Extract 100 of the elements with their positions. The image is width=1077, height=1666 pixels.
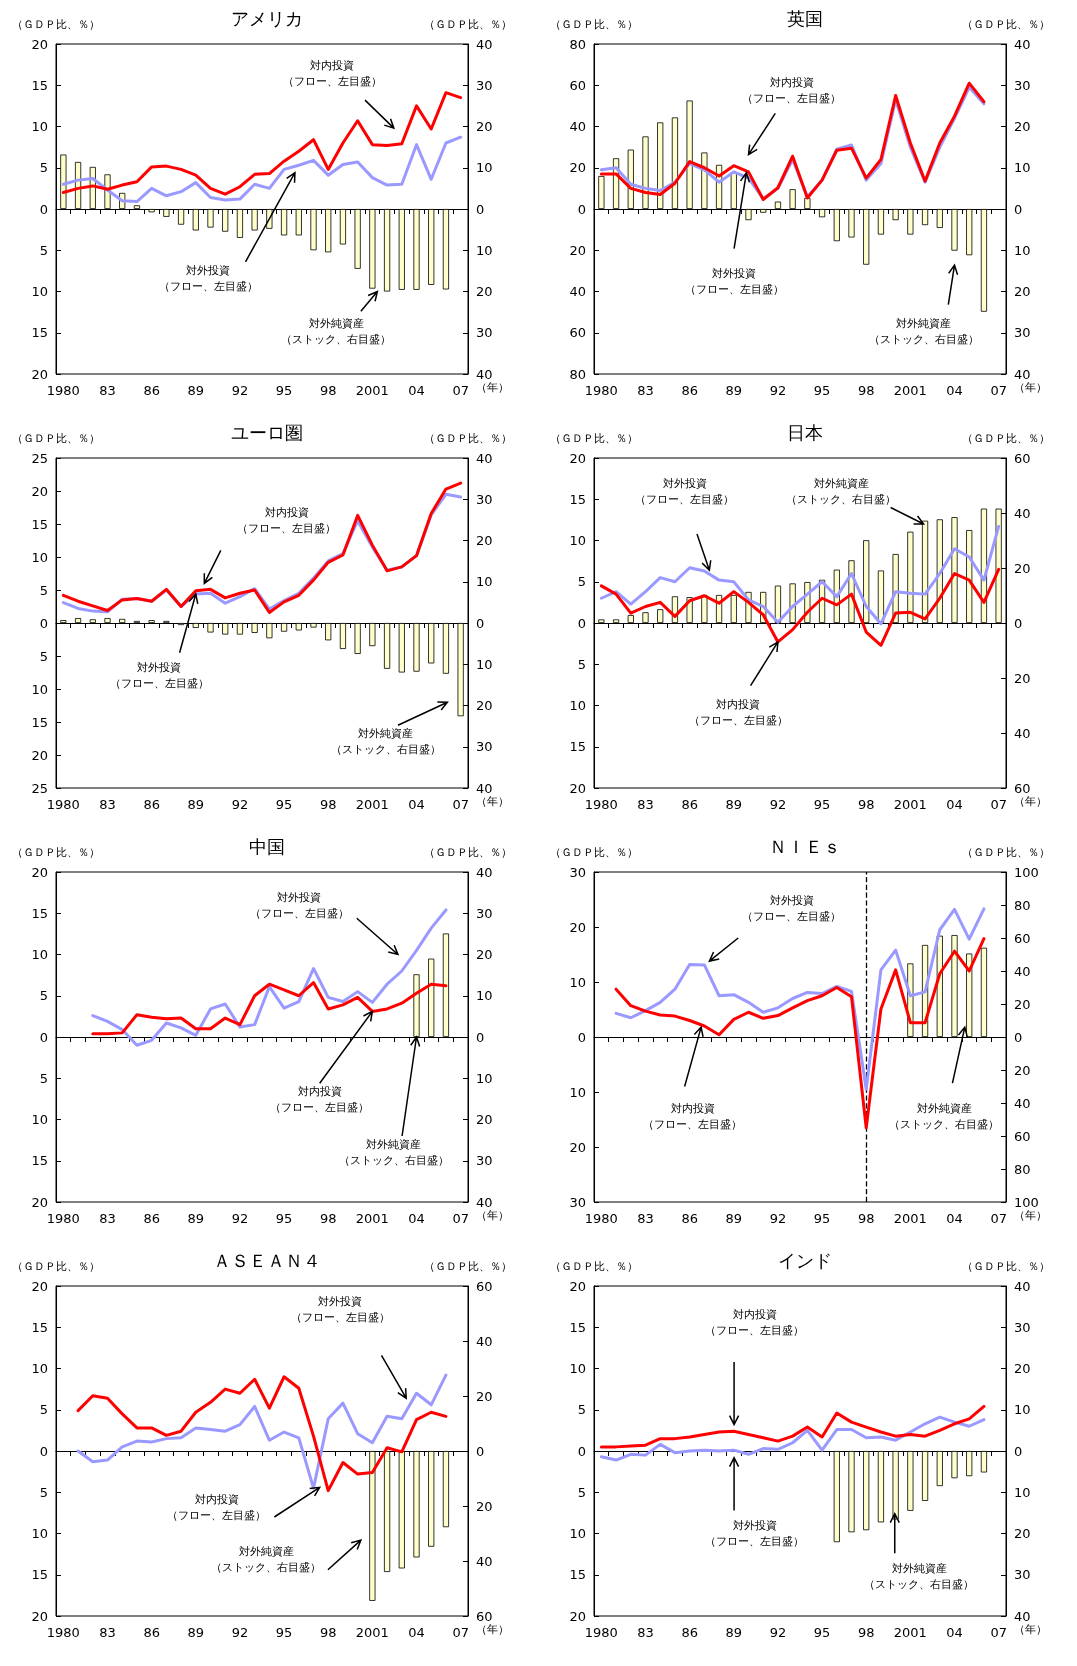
- y-tick-label: 30: [569, 1194, 586, 1210]
- y-tick-label: 15: [569, 491, 586, 507]
- y-tick-label: 5: [39, 648, 48, 664]
- x-tick-label: 98: [319, 383, 337, 398]
- annotation: 対外投資（フロー、左目盛）: [684, 267, 784, 297]
- x-tick-label: 98: [857, 383, 875, 398]
- x-axis-title: （年）: [1014, 1623, 1047, 1636]
- y-tick-label: 5: [577, 574, 586, 590]
- y2-tick-label: 10: [1014, 1402, 1031, 1418]
- y-tick-label: 5: [39, 242, 48, 258]
- y-tick-label: 20: [31, 1194, 48, 1210]
- y2-tick-label: 40: [1014, 505, 1031, 521]
- x-tick-label: 04: [946, 1625, 963, 1640]
- y-tick-label: 10: [31, 1112, 48, 1127]
- x-tick-label: 98: [319, 797, 337, 812]
- x-tick-label: 95: [813, 1211, 831, 1226]
- y2-tick-label: 20: [476, 1498, 493, 1514]
- y-axis-title: （ＧＤＰ比、％）: [550, 846, 638, 859]
- y2-tick-label: 60: [476, 1608, 493, 1624]
- x-tick-label: 89: [725, 1625, 743, 1640]
- y2-tick-label: 40: [1014, 1095, 1031, 1111]
- y2-tick-label: 80: [1014, 1161, 1031, 1177]
- y-tick-label: 15: [31, 1319, 48, 1335]
- y2-tick-label: 40: [1014, 36, 1031, 52]
- y-tick-label: 0: [577, 1443, 586, 1459]
- y-tick-label: 15: [569, 739, 586, 755]
- annotation: 対外純資産（ストック、右目盛）: [211, 1545, 322, 1575]
- y2-tick-label: 60: [1014, 780, 1031, 796]
- x-axis-title: （年）: [476, 381, 509, 394]
- y2-tick-label: 40: [1014, 963, 1031, 979]
- y2-tick-label: 10: [1014, 242, 1031, 258]
- x-tick-label: 07: [452, 383, 469, 398]
- y2-axis-title: （ＧＤＰ比、％）: [424, 1260, 512, 1273]
- x-tick-label: 04: [946, 383, 963, 398]
- x-tick-label: 2001: [355, 1625, 389, 1640]
- y2-tick-label: 0: [476, 201, 485, 217]
- x-tick-label: 83: [99, 797, 116, 812]
- line-series: [61, 91, 463, 196]
- y2-tick-label: 10: [476, 656, 493, 672]
- y-tick-label: 0: [39, 201, 48, 217]
- annotation: 対内投資（フロー、左目盛）: [237, 506, 337, 536]
- y-tick-label: 10: [31, 284, 48, 299]
- annotation: 対外純資産（ストック、右目盛）: [338, 1138, 449, 1167]
- y2-tick-label: 20: [1014, 560, 1031, 576]
- chart-title: アメリカ: [231, 7, 303, 29]
- y-tick-label: 15: [31, 1567, 48, 1583]
- y-tick-label: 0: [39, 1029, 48, 1045]
- y-tick-label: 10: [31, 681, 48, 697]
- y-tick-label: 25: [31, 780, 48, 796]
- y2-tick-label: 30: [1014, 1319, 1031, 1335]
- y-axis-title: （ＧＤＰ比、％）: [12, 1260, 100, 1273]
- y2-tick-label: 20: [1014, 1062, 1031, 1078]
- x-tick-label: 98: [857, 1625, 875, 1640]
- y-tick-label: 10: [569, 1361, 586, 1376]
- y-tick-label: 0: [39, 615, 48, 631]
- y-tick-label: 15: [31, 325, 48, 341]
- x-tick-label: 07: [452, 797, 469, 812]
- y2-tick-label: 30: [1014, 325, 1031, 341]
- x-tick-label: 1980: [584, 1211, 618, 1226]
- y2-tick-label: 20: [476, 284, 493, 299]
- line-series: [599, 524, 1001, 626]
- annotation: 対内投資（フロー、左目盛）: [688, 697, 788, 727]
- line-series: [599, 1404, 986, 1449]
- y2-tick-label: 0: [1014, 615, 1023, 631]
- y2-tick-label: 40: [476, 36, 493, 52]
- y-tick-label: 15: [31, 905, 48, 921]
- x-tick-label: 95: [275, 1625, 293, 1640]
- x-tick-label: 98: [319, 1625, 337, 1640]
- y2-tick-label: 0: [1014, 1443, 1023, 1459]
- y2-tick-label: 60: [1014, 450, 1031, 466]
- y2-tick-label: 10: [1014, 1484, 1031, 1500]
- y-tick-label: 5: [39, 988, 48, 1004]
- y2-tick-label: 30: [476, 491, 493, 507]
- y2-tick-label: 30: [476, 739, 493, 755]
- y-tick-label: 10: [569, 974, 586, 990]
- annotation: 対内投資（フロー、左目盛）: [282, 59, 382, 89]
- y2-tick-label: 0: [476, 615, 485, 631]
- y2-tick-label: 30: [476, 1153, 493, 1169]
- y-tick-label: 80: [569, 366, 586, 382]
- y-tick-label: 15: [31, 77, 48, 93]
- x-tick-label: 98: [857, 797, 875, 812]
- y-tick-label: 10: [31, 1526, 48, 1541]
- y-tick-label: 40: [569, 119, 586, 134]
- x-tick-label: 2001: [355, 797, 389, 812]
- x-tick-label: 95: [813, 383, 831, 398]
- y-tick-label: 10: [569, 1526, 586, 1541]
- x-tick-label: 1980: [584, 1625, 618, 1640]
- y2-tick-label: 30: [1014, 1567, 1031, 1583]
- x-axis-title: （年）: [476, 795, 509, 808]
- y-tick-label: 60: [569, 325, 586, 341]
- y-tick-label: 10: [569, 698, 586, 713]
- x-tick-label: 1980: [46, 1211, 80, 1226]
- annotation: 対内投資（フロー、左目盛）: [270, 1085, 370, 1115]
- y2-tick-label: 40: [476, 366, 493, 382]
- chart-title: 日本: [787, 421, 823, 443]
- x-tick-label: 07: [990, 797, 1007, 812]
- x-tick-label: 89: [187, 1625, 205, 1640]
- y2-axis-title: （ＧＤＰ比、％）: [424, 18, 512, 31]
- x-tick-label: 04: [408, 1211, 425, 1226]
- x-tick-label: 95: [275, 1211, 293, 1226]
